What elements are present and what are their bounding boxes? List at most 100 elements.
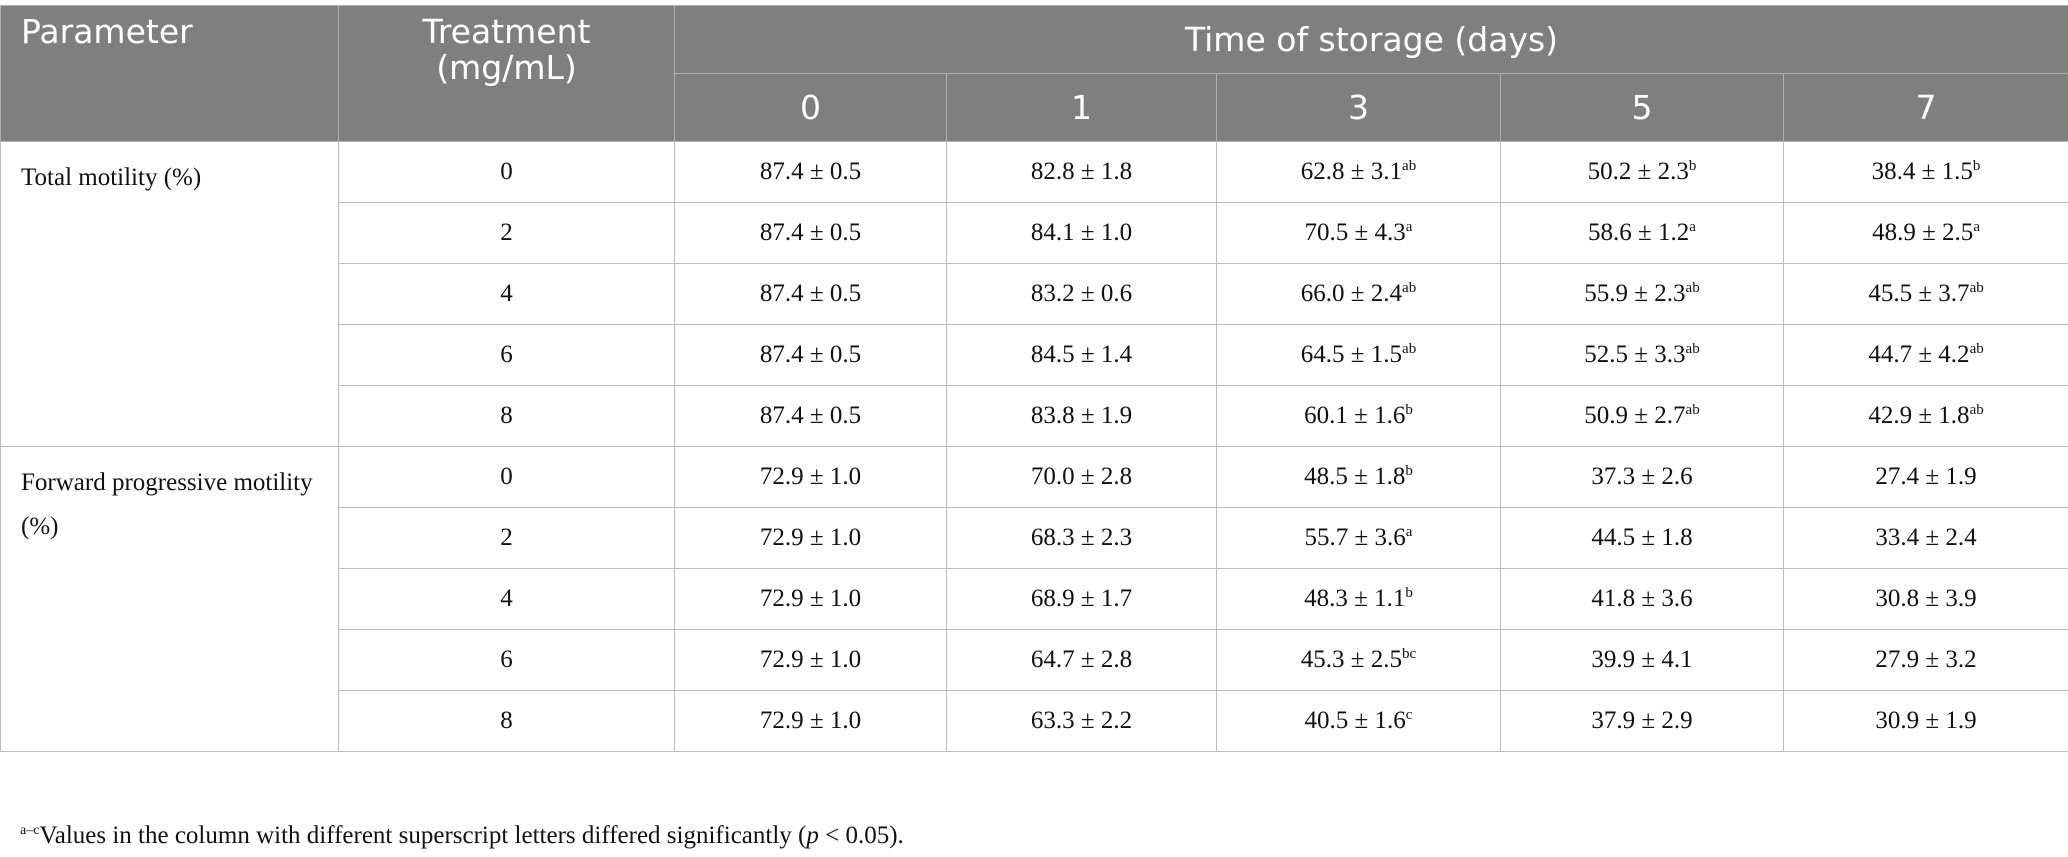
header-cell: Parameter — [0, 5, 339, 142]
value-cell: 87.4 ± 0.5 — [674, 324, 947, 386]
value-text: 44.5 ± 1.8 — [1591, 524, 1693, 551]
value-sup: b — [1405, 402, 1413, 418]
value-sup: a — [1405, 524, 1413, 540]
value-cell: 72.9 ± 1.0 — [674, 446, 947, 508]
value-sup: a — [1405, 219, 1413, 235]
value-cell: 84.5 ± 1.4 — [946, 324, 1217, 386]
value-text: 83.8 ± 1.9 — [1030, 402, 1133, 429]
footnote-text: < 0.05). — [818, 822, 904, 849]
value-cell: 58.6 ± 1.2a — [1500, 202, 1784, 264]
value-cell: 37.9 ± 2.9 — [1500, 690, 1784, 752]
value-sup: ab — [1685, 341, 1700, 357]
header-cell: 5 — [1500, 73, 1784, 142]
value-text: 72.9 ± 1.0 — [759, 707, 862, 734]
header-cell: Time of storage (days) — [673, 5, 2068, 74]
table-row: 2 87.4 ± 0.5 84.1 ± 1.0 70.5 ± 4.3a 58.6 ± 1… — [1, 202, 2068, 264]
value-text: 27.9 ± 3.2 — [1875, 646, 1977, 673]
value-text: 64.5 ± 1.5 — [1300, 341, 1403, 368]
table-row: 6 87.4 ± 0.5 84.5 ± 1.4 64.5 ± 1.5ab 52.5 ± … — [1, 324, 2068, 386]
value-text: 45.3 ± 2.5 — [1300, 646, 1403, 673]
treatment-cell: 4 — [338, 263, 675, 325]
treatment-cell: 2 — [338, 202, 675, 264]
value-text: 87.4 ± 0.5 — [759, 158, 862, 185]
value-text: 84.1 ± 1.0 — [1030, 219, 1133, 246]
value-cell: 48.5 ± 1.8b — [1216, 446, 1501, 508]
value-text: 62.8 ± 3.1 — [1300, 158, 1403, 185]
value-cell: 72.9 ± 1.0 — [674, 568, 947, 630]
value-text: 84.5 ± 1.4 — [1030, 341, 1133, 368]
value-cell: 50.9 ± 2.7ab — [1500, 385, 1784, 447]
value-cell: 72.9 ± 1.0 — [674, 690, 947, 752]
value-sup: ab — [1969, 280, 1984, 296]
value-cell: 87.4 ± 0.5 — [674, 385, 947, 447]
value-cell: 72.9 ± 1.0 — [674, 507, 947, 569]
value-cell: 70.0 ± 2.8 — [946, 446, 1217, 508]
data-table: Parameter Treatment (mg/mL) Time of storage… — [0, 5, 2068, 752]
value-cell: 82.8 ± 1.8 — [946, 141, 1217, 203]
value-cell: 40.5 ± 1.6c — [1216, 690, 1501, 752]
value-text: 38.4 ± 1.5 — [1871, 158, 1973, 185]
treatment-cell: 6 — [338, 324, 675, 386]
value-cell: 44.7 ± 4.2ab — [1782, 324, 2068, 386]
treatment-cell: 6 — [338, 629, 675, 691]
header-cell: 1 — [946, 73, 1217, 142]
value-cell: 63.3 ± 2.2 — [946, 690, 1217, 752]
value-cell: 55.7 ± 3.6a — [1216, 507, 1501, 569]
value-text: 48.3 ± 1.1 — [1304, 585, 1406, 612]
value-sup: bc — [1402, 646, 1417, 662]
value-sup: b — [1688, 158, 1697, 174]
value-text: 70.0 ± 2.8 — [1030, 463, 1133, 490]
value-text: 50.2 ± 2.3 — [1587, 158, 1689, 185]
value-cell: 83.8 ± 1.9 — [946, 385, 1217, 447]
value-text: 27.4 ± 1.9 — [1875, 463, 1977, 490]
value-text: 37.3 ± 2.6 — [1591, 463, 1693, 490]
parameter-cell: Forward progressive motility (%) — [0, 446, 339, 752]
value-text: 48.9 ± 2.5 — [1872, 219, 1974, 246]
value-cell: 66.0 ± 2.4ab — [1216, 263, 1501, 325]
table-row: 8 87.4 ± 0.5 83.8 ± 1.9 60.1 ± 1.6b 50.9 ± 2… — [1, 385, 2068, 447]
treatment-cell: 2 — [338, 507, 675, 569]
value-sup: b — [1405, 585, 1413, 601]
value-text: 52.5 ± 3.3 — [1584, 341, 1686, 368]
value-text: 44.7 ± 4.2 — [1868, 341, 1970, 368]
value-cell: 45.5 ± 3.7ab — [1782, 263, 2068, 325]
value-sup: b — [1972, 158, 1981, 174]
value-cell: 27.4 ± 1.9 — [1782, 446, 2068, 508]
treatment-cell: 0 — [338, 446, 675, 508]
value-cell: 30.9 ± 1.9 — [1782, 690, 2068, 752]
table-row: 8 72.9 ± 1.0 63.3 ± 2.2 40.5 ± 1.6c 37.9 ± 2… — [1, 690, 2068, 752]
value-cell: 60.1 ± 1.6b — [1216, 385, 1501, 447]
value-cell: 55.9 ± 2.3ab — [1500, 263, 1784, 325]
value-text: 63.3 ± 2.2 — [1030, 707, 1133, 734]
value-cell: 64.7 ± 2.8 — [946, 629, 1217, 691]
value-text: 87.4 ± 0.5 — [759, 219, 862, 246]
value-cell: 38.4 ± 1.5b — [1782, 141, 2068, 203]
value-cell: 87.4 ± 0.5 — [674, 263, 947, 325]
value-text: 72.9 ± 1.0 — [759, 524, 862, 551]
value-sup: c — [1405, 707, 1413, 723]
treatment-cell: 0 — [338, 141, 675, 203]
value-cell: 33.4 ± 2.4 — [1782, 507, 2068, 569]
table-header: Parameter Treatment (mg/mL) Time of storage… — [0, 5, 2068, 142]
value-sup: ab — [1969, 341, 1984, 357]
value-text: 70.5 ± 4.3 — [1304, 219, 1406, 246]
value-text: 83.2 ± 0.6 — [1030, 280, 1133, 307]
header-row: Parameter Treatment (mg/mL) Time of storage… — [0, 5, 2068, 142]
value-text: 55.9 ± 2.3 — [1584, 280, 1686, 307]
value-cell: 70.5 ± 4.3a — [1216, 202, 1501, 264]
header-cell: 7 — [1782, 73, 2068, 142]
value-cell: 87.4 ± 0.5 — [674, 202, 947, 264]
header-text: (mg/mL) — [436, 48, 577, 87]
value-text: 45.5 ± 3.7 — [1868, 280, 1970, 307]
footnote-sup: a–c — [20, 823, 40, 838]
value-text: 87.4 ± 0.5 — [759, 341, 862, 368]
value-text: 87.4 ± 0.5 — [759, 402, 862, 429]
value-cell: 62.8 ± 3.1ab — [1216, 141, 1501, 203]
value-sup: ab — [1685, 280, 1700, 296]
table-row: Forward progressive motility (%) 0 72.9 ± … — [0, 446, 2068, 752]
value-sup: a — [1973, 219, 1980, 235]
value-sup: ab — [1969, 402, 1984, 418]
treatment-cell: 8 — [338, 385, 675, 447]
value-cell: 44.5 ± 1.8 — [1500, 507, 1784, 569]
